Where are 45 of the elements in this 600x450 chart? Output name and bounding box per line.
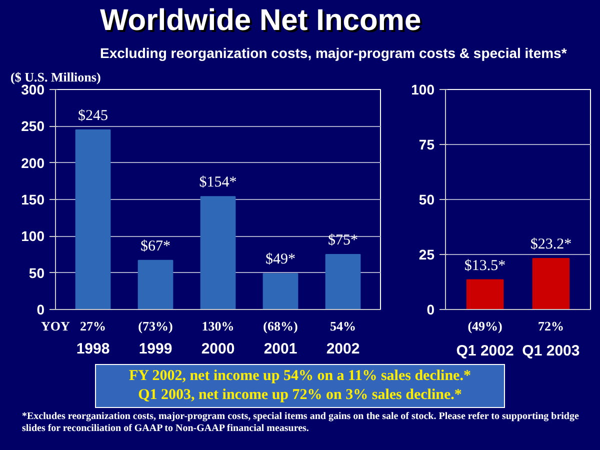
y-tick-label: 250 [21,118,45,134]
data-label: $245 [78,108,108,124]
bar [200,196,236,310]
data-label: $67* [140,238,170,254]
y-tick-label: 0 [36,302,45,318]
text: (73%) [138,318,173,334]
y-tick-label: 300 [21,82,45,98]
x-tick-label: 2002 [326,340,360,358]
text: (49%) [468,318,502,334]
text: *Excludes reorganization costs, major-program costs, special items and gains on the sale of stock. Please refer to supporting bridge slides for reconciliation of GAAP to Non-GAAP financial measures. [22,411,580,435]
text: FY 2002, net income up 54% on a 11% sales decline.* [128,367,472,386]
bar [138,260,174,310]
y-tick-label: 50 [28,264,45,281]
text: 130% [202,318,234,334]
x-tick-label: Q1 2003 [522,342,580,360]
text: Q1 2003, net income up 72% on 3% sales decline.* [137,386,463,405]
y-tick-label: 100 [21,228,45,244]
data-label: $23.2* [530,236,572,252]
x-tick-label: Q1 2002 [456,342,514,360]
data-label: $154* [199,174,237,191]
y-tick-label: 150 [21,192,45,208]
y-tick-label: 75 [418,136,435,152]
x-tick-label: 1998 [76,340,110,358]
text: 72% [538,318,564,334]
text: 27% [80,318,106,334]
data-label: $49* [266,252,296,268]
x-tick-label: 1999 [138,340,172,358]
bar [325,254,361,310]
data-label: $13.5* [464,258,506,274]
y-tick-label: 50 [418,192,435,208]
bar [262,273,298,310]
text: YOY [41,318,71,334]
x-tick-label: 2000 [201,340,235,358]
text: (68%) [263,318,298,334]
y-tick-label: 25 [418,246,435,262]
bar [75,129,111,310]
y-tick-label: 100 [411,82,435,98]
y-axis-title: ($ U.S. Millions) [10,70,101,84]
data-label: $75* [328,232,358,248]
text: 54% [330,318,356,334]
chart-subtitle: Excluding reorganization costs, major-program costs & special items* [99,44,567,63]
chart-title: Worldwide Net Income [99,3,422,39]
x-tick-label: 2001 [264,340,298,358]
y-tick-label: 0 [426,302,435,318]
y-tick-label: 200 [21,154,45,171]
